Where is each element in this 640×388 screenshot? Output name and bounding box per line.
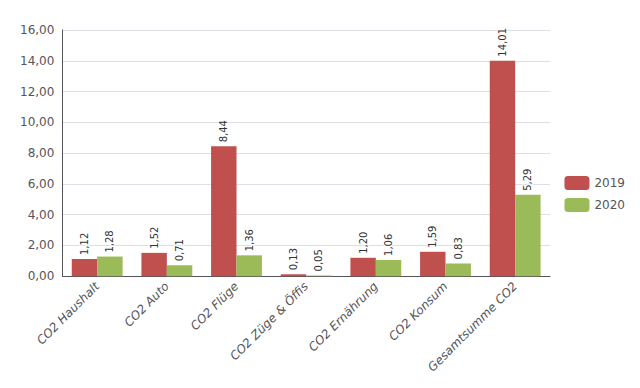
svg-text:1,28: 1,28	[104, 230, 115, 252]
svg-text:5,29: 5,29	[522, 169, 533, 191]
svg-text:2019: 2019	[594, 176, 625, 190]
svg-text:14,00: 14,00	[20, 54, 54, 68]
svg-text:CO2 Züge & Öffis: CO2 Züge & Öffis	[226, 278, 311, 363]
svg-text:CO2 Flüge: CO2 Flüge	[188, 279, 242, 333]
svg-text:0,00: 0,00	[28, 269, 55, 283]
svg-text:14,01: 14,01	[497, 28, 508, 57]
svg-text:0,83: 0,83	[453, 237, 464, 259]
svg-text:0,13: 0,13	[288, 248, 299, 270]
svg-text:1,06: 1,06	[383, 234, 394, 256]
svg-text:16,00: 16,00	[20, 23, 54, 37]
svg-text:CO2 Konsum: CO2 Konsum	[386, 279, 450, 343]
svg-text:6,00: 6,00	[28, 177, 55, 191]
svg-text:12,00: 12,00	[20, 85, 54, 99]
svg-text:1,36: 1,36	[244, 229, 255, 251]
svg-text:CO2 Haushalt: CO2 Haushalt	[34, 278, 103, 347]
svg-text:2,00: 2,00	[28, 238, 55, 252]
svg-text:8,44: 8,44	[218, 120, 229, 142]
svg-text:1,52: 1,52	[149, 227, 160, 249]
svg-text:CO2 Auto: CO2 Auto	[122, 279, 172, 329]
svg-text:1,20: 1,20	[358, 232, 369, 254]
svg-text:0,05: 0,05	[313, 249, 324, 271]
svg-text:0,71: 0,71	[174, 239, 185, 261]
svg-text:10,00: 10,00	[20, 115, 54, 129]
svg-text:Gesamtsumme CO2: Gesamtsumme CO2	[425, 279, 520, 374]
svg-text:1,12: 1,12	[79, 233, 90, 255]
svg-text:2020: 2020	[594, 198, 625, 212]
svg-text:CO2 Ernährung: CO2 Ernährung	[306, 279, 381, 354]
svg-text:4,00: 4,00	[28, 208, 55, 222]
svg-text:1,59: 1,59	[427, 226, 438, 248]
svg-text:8,00: 8,00	[28, 146, 55, 160]
